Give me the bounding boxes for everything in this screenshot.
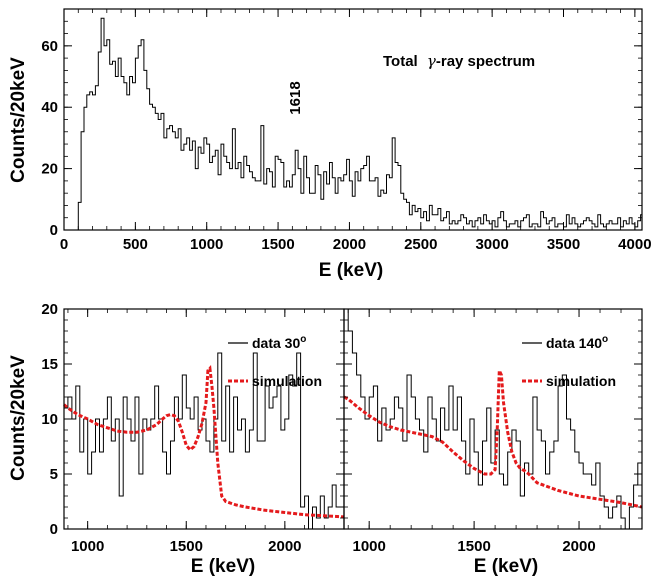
br-legend-sim-label: simulation (546, 373, 616, 389)
x-tick-label: 1500 (170, 538, 203, 555)
bl-legend: data 30o simulation (228, 334, 322, 389)
top-ticks: 0 500 1000 1500 2000 2500 3000 3500 4000 0 20 40 60 (41, 8, 652, 253)
x-tick-label: 2000 (333, 236, 366, 253)
y-tick-label: 20 (41, 161, 58, 178)
y-tick-label: 0 (50, 222, 58, 239)
x-tick-label: 1500 (261, 236, 294, 253)
bottom-right-panel: 1000 1500 2000 E (keV) data 140o simulatio… (343, 308, 643, 576)
br-xlabel: E (keV) (474, 556, 538, 576)
top-ylabel: Counts/20keV (8, 57, 29, 183)
top-xlabel: E (keV) (319, 260, 383, 281)
bl-legend-data-label: data 30o (252, 334, 306, 351)
top-annotation: Total γ-ray spectrum (383, 52, 535, 70)
simulation-line-1 (63, 364, 345, 519)
bl-ticks: 1000 1500 2000 0 5 10 15 20 (41, 301, 345, 555)
y-tick-label: 0 (50, 521, 58, 538)
bottom-ylabel: Counts/20keV (8, 355, 29, 481)
y-tick-label: 5 (50, 466, 58, 483)
annotation-rest: -ray spectrum (436, 53, 535, 70)
histogram-line-0 (77, 17, 642, 230)
bottom-left-panel: 1000 1500 2000 0 5 10 15 20 Counts/20keV E (keV… (8, 301, 345, 576)
y-tick-label: 20 (41, 301, 58, 318)
x-tick-label: 2500 (404, 236, 437, 253)
x-tick-label: 1000 (190, 236, 223, 253)
annotation-gamma: γ (427, 52, 436, 70)
br-legend: data 140o simulation (522, 334, 616, 389)
bl-legend-sim-label: simulation (252, 373, 322, 389)
y-tick-label: 60 (41, 38, 58, 55)
x-tick-label: 4000 (618, 236, 651, 253)
x-tick-label: 2000 (562, 538, 595, 555)
br-ticks: 1000 1500 2000 (344, 308, 643, 555)
x-tick-label: 2000 (268, 538, 301, 555)
x-tick-label: 3000 (475, 236, 508, 253)
br-legend-data-label: data 140o (546, 334, 608, 351)
peak-label: 1618 (287, 81, 304, 114)
br-hist-group (343, 308, 643, 530)
x-tick-label: 500 (123, 236, 148, 253)
simulation-line-2 (343, 369, 643, 509)
y-tick-label: 40 (41, 99, 58, 116)
histogram-line-1 (63, 352, 344, 530)
x-tick-label: 1000 (352, 538, 385, 555)
top-panel: 0 500 1000 1500 2000 2500 3000 3500 40000204060 … (8, 8, 652, 281)
x-tick-label: 0 (60, 236, 68, 253)
bl-xlabel: E (keV) (191, 556, 255, 576)
y-tick-label: 10 (41, 411, 58, 428)
top-frame (63, 8, 643, 231)
bl-hist-group (63, 352, 345, 530)
x-tick-label: 3500 (547, 236, 580, 253)
annotation-total: Total (383, 53, 418, 70)
x-tick-label: 1000 (71, 538, 104, 555)
histogram-line-2 (343, 308, 642, 530)
y-tick-label: 15 (41, 356, 58, 373)
top-hist-group (77, 17, 642, 230)
x-tick-label: 1500 (457, 538, 490, 555)
